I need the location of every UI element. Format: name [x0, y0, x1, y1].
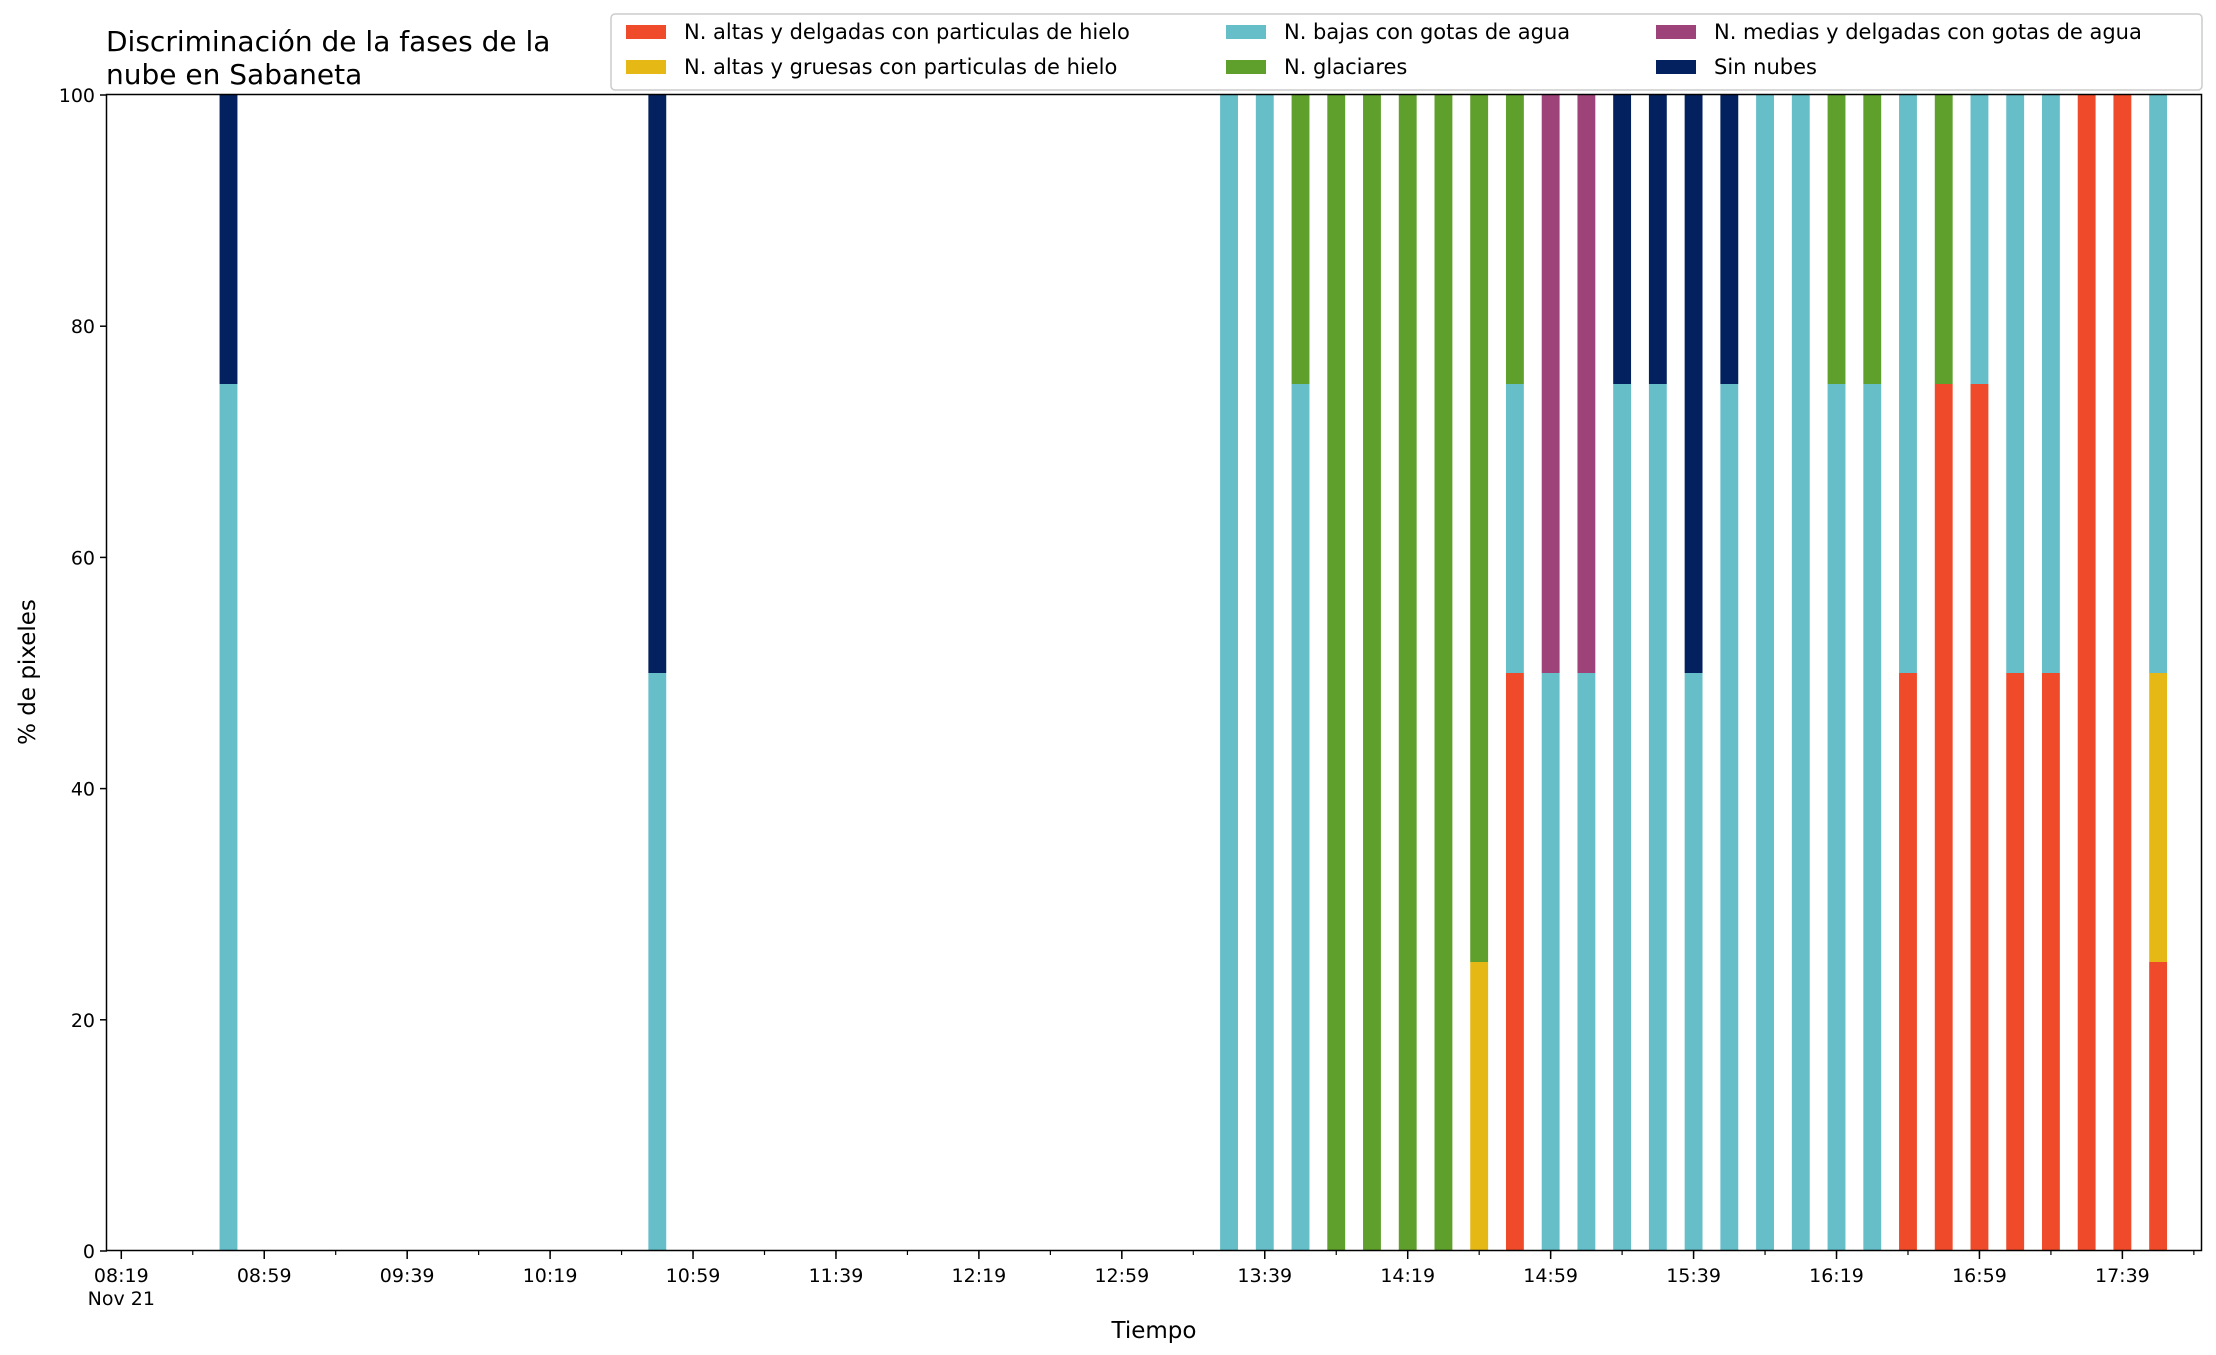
bar-segment-1-2 [648, 673, 667, 1251]
y-tick-label-2: 40 [71, 779, 95, 801]
bar-segment-23-0 [1970, 384, 1989, 1251]
bar-segment-8-3 [1434, 95, 1453, 1251]
bar-segment-6-3 [1363, 95, 1381, 1251]
bar-segment-0-2 [219, 384, 238, 1251]
x-tick-label-8: 13:39 [1237, 1265, 1292, 1287]
bar-segment-4-2 [1291, 384, 1310, 1251]
bar-segment-18-2 [1791, 95, 1810, 1251]
legend-label-1: N. altas y gruesas con particulas de hie… [684, 55, 1117, 79]
legend-swatch-0 [626, 25, 666, 39]
legend-swatch-5 [1656, 60, 1696, 74]
bar-segment-9-1 [1470, 962, 1489, 1251]
y-axis: 0 20 40 60 80 100 [59, 85, 107, 1263]
bar-segment-15-5 [1684, 95, 1703, 673]
y-tick-label-3: 60 [71, 547, 95, 569]
legend-label-4: N. medias y delgadas con gotas de agua [1714, 20, 2142, 44]
bar-segment-22-3 [1934, 95, 1953, 384]
bar-segment-2-2 [1220, 95, 1238, 1251]
x-tick-label-0: 08:19 [94, 1265, 149, 1287]
bar-segment-13-2 [1613, 384, 1632, 1251]
bar-segment-10-0 [1505, 673, 1524, 1251]
bar-segment-24-2 [2006, 95, 2025, 673]
x-tick-label-4: 10:59 [666, 1265, 721, 1287]
bar-segment-3-2 [1255, 95, 1274, 1251]
bar-segment-10-3 [1505, 95, 1524, 384]
bar-segment-25-0 [2041, 673, 2060, 1251]
legend-box [610, 13, 2203, 91]
legend-label-0: N. altas y delgadas con particulas de hi… [684, 20, 1130, 44]
x-tick-label-7: 12:59 [1094, 1265, 1149, 1287]
chart-title-line-1: Discriminación de la fases de la [106, 25, 550, 58]
x-tick-label-12: 16:19 [1809, 1265, 1864, 1287]
bar-segment-19-3 [1827, 95, 1846, 384]
chart-title-line-2: nube en Sabaneta [106, 58, 362, 91]
legend-label-2: N. bajas con gotas de agua [1284, 20, 1570, 44]
bar-segment-23-2 [1970, 95, 1989, 384]
y-tick-label-0: 0 [83, 1241, 95, 1263]
bar-segment-14-2 [1648, 384, 1667, 1251]
bar-segment-28-1 [2149, 673, 2168, 962]
bar-segment-28-2 [2149, 95, 2168, 673]
x-tick-label-3: 10:19 [523, 1265, 578, 1287]
legend: N. altas y delgadas con particulas de hi… [610, 13, 2203, 91]
y-tick-label-1: 20 [71, 1010, 95, 1032]
bar-segment-12-4 [1577, 95, 1596, 673]
bar-segment-19-2 [1827, 384, 1846, 1251]
bar-segment-27-0 [2113, 95, 2132, 1251]
legend-swatch-2 [1226, 25, 1266, 39]
y-axis-label: % de pixeles [15, 599, 41, 745]
bar-segment-12-2 [1577, 673, 1596, 1251]
bar-segment-17-2 [1756, 95, 1774, 1251]
legend-label-5: Sin nubes [1714, 55, 1817, 79]
legend-swatch-1 [626, 60, 666, 74]
bar-segment-4-3 [1291, 95, 1310, 384]
bar-segment-13-5 [1613, 95, 1632, 384]
x-tick-sublabel-0: Nov 21 [88, 1288, 155, 1310]
bar-segment-5-3 [1327, 95, 1346, 1251]
x-tick-label-9: 14:19 [1380, 1265, 1435, 1287]
plot-frame [105, 93, 2203, 1252]
bar-segment-21-0 [1899, 673, 1917, 1251]
bar-segment-10-2 [1505, 384, 1524, 673]
bar-segment-11-2 [1541, 673, 1560, 1251]
bar-segment-22-0 [1934, 384, 1953, 1251]
x-tick-label-13: 16:59 [1952, 1265, 2007, 1287]
y-tick-label-5: 100 [59, 85, 95, 107]
bar-segment-16-2 [1720, 384, 1739, 1251]
y-tick-label-4: 80 [71, 316, 95, 338]
bar-segment-21-2 [1899, 95, 1917, 673]
bar-segment-7-3 [1398, 95, 1417, 1251]
bar-segment-16-5 [1720, 95, 1739, 384]
bar-segment-11-4 [1541, 95, 1560, 673]
bar-segment-14-5 [1648, 95, 1667, 384]
legend-swatch-4 [1656, 25, 1696, 39]
bar-segment-26-0 [2077, 95, 2096, 1251]
bar-segment-20-3 [1863, 95, 1882, 384]
legend-swatch-3 [1226, 60, 1266, 74]
bar-segment-20-2 [1863, 384, 1882, 1251]
legend-label-3: N. glaciares [1284, 55, 1407, 79]
x-tick-label-6: 12:19 [952, 1265, 1007, 1287]
bar-segment-25-2 [2041, 95, 2060, 673]
bar-segment-24-0 [2006, 673, 2025, 1251]
bars-group [219, 95, 2168, 1251]
bar-segment-28-0 [2149, 962, 2168, 1251]
x-tick-label-14: 17:39 [2095, 1265, 2150, 1287]
bar-segment-9-3 [1470, 95, 1489, 962]
x-tick-label-10: 14:59 [1523, 1265, 1578, 1287]
x-tick-label-5: 11:39 [809, 1265, 864, 1287]
bar-segment-15-2 [1684, 673, 1703, 1251]
bar-segment-0-5 [219, 95, 238, 384]
x-axis-label: Tiempo [1111, 1318, 1197, 1344]
x-tick-label-1: 08:59 [237, 1265, 292, 1287]
x-tick-label-11: 15:39 [1666, 1265, 1721, 1287]
bar-segment-1-5 [648, 95, 667, 673]
x-tick-label-2: 09:39 [380, 1265, 435, 1287]
